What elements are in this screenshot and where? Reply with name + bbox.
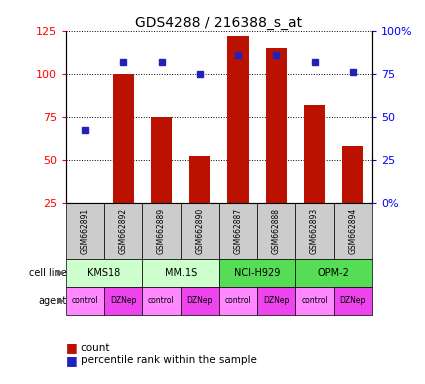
Text: DZNep: DZNep bbox=[263, 296, 289, 305]
Bar bbox=[74, 203, 96, 246]
Text: percentile rank within the sample: percentile rank within the sample bbox=[81, 355, 257, 365]
Bar bbox=[142, 203, 181, 259]
Text: GSM662889: GSM662889 bbox=[157, 208, 166, 254]
Title: GDS4288 / 216388_s_at: GDS4288 / 216388_s_at bbox=[135, 16, 303, 30]
Text: GSM662888: GSM662888 bbox=[272, 208, 281, 254]
Text: ■: ■ bbox=[66, 354, 78, 367]
Bar bbox=[66, 287, 104, 315]
Text: control: control bbox=[225, 296, 251, 305]
Bar bbox=[142, 287, 181, 315]
Text: GSM662894: GSM662894 bbox=[348, 208, 357, 254]
Bar bbox=[295, 203, 334, 259]
Bar bbox=[113, 74, 134, 246]
Text: GSM662891: GSM662891 bbox=[80, 208, 90, 254]
Bar bbox=[295, 259, 372, 287]
Bar bbox=[104, 287, 142, 315]
Bar bbox=[257, 287, 295, 315]
Text: GSM662890: GSM662890 bbox=[195, 208, 204, 254]
Text: KMS18: KMS18 bbox=[88, 268, 121, 278]
Text: control: control bbox=[148, 296, 175, 305]
Text: control: control bbox=[72, 296, 98, 305]
Text: DZNep: DZNep bbox=[187, 296, 213, 305]
Bar bbox=[66, 259, 142, 287]
Bar bbox=[219, 203, 257, 259]
Text: NCI-H929: NCI-H929 bbox=[234, 268, 280, 278]
Bar bbox=[219, 287, 257, 315]
Bar bbox=[151, 117, 172, 246]
Bar bbox=[189, 156, 210, 246]
Text: ■: ■ bbox=[66, 341, 78, 354]
Bar bbox=[295, 287, 334, 315]
Text: OPM-2: OPM-2 bbox=[317, 268, 349, 278]
Text: DZNep: DZNep bbox=[340, 296, 366, 305]
Bar bbox=[304, 104, 325, 246]
Bar bbox=[181, 287, 219, 315]
Text: MM.1S: MM.1S bbox=[164, 268, 197, 278]
Text: GSM662893: GSM662893 bbox=[310, 208, 319, 254]
Bar bbox=[104, 203, 142, 259]
Text: count: count bbox=[81, 343, 110, 353]
Bar bbox=[181, 203, 219, 259]
Bar bbox=[227, 36, 249, 246]
Bar bbox=[334, 287, 372, 315]
Bar bbox=[219, 259, 295, 287]
Text: cell line: cell line bbox=[29, 268, 67, 278]
Bar bbox=[66, 203, 104, 259]
Bar bbox=[266, 48, 287, 246]
Bar bbox=[342, 146, 363, 246]
Text: agent: agent bbox=[38, 296, 67, 306]
Text: GSM662887: GSM662887 bbox=[233, 208, 243, 254]
Bar bbox=[142, 259, 219, 287]
Text: control: control bbox=[301, 296, 328, 305]
Text: GSM662892: GSM662892 bbox=[119, 208, 128, 254]
Bar bbox=[257, 203, 295, 259]
Bar bbox=[334, 203, 372, 259]
Text: DZNep: DZNep bbox=[110, 296, 136, 305]
